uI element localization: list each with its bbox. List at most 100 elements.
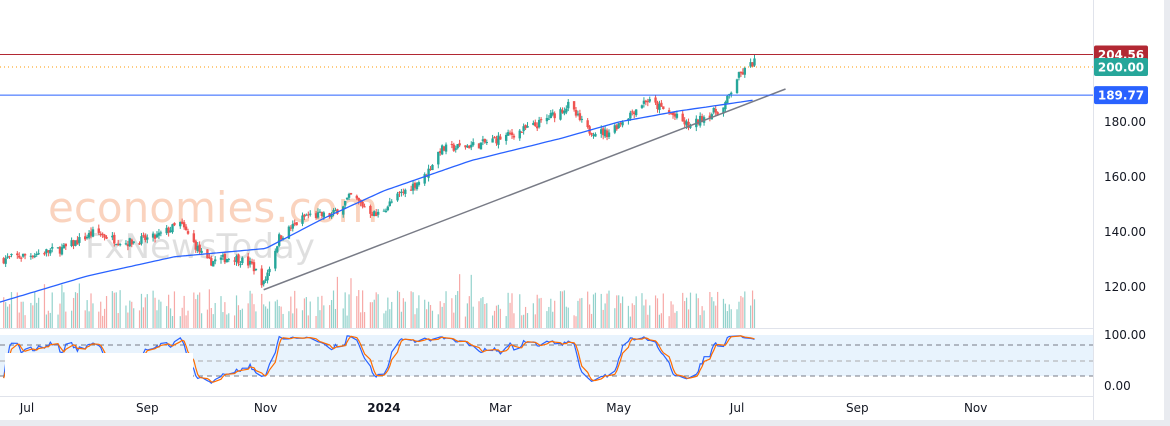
candle (208, 257, 211, 259)
time-axis[interactable]: Jul Sep Nov 2024 Mar May Jul Sep Nov (19, 401, 988, 415)
volume-bar (697, 298, 699, 328)
candle (485, 142, 488, 144)
volume-bar (554, 300, 556, 328)
volume-bar (305, 297, 307, 328)
volume-bar (507, 292, 509, 328)
candle (470, 144, 473, 148)
bottom-edge (0, 420, 1170, 426)
price-tag (1094, 58, 1148, 76)
volume-bar (133, 308, 135, 328)
volume-bar (72, 297, 75, 328)
candle (155, 234, 159, 238)
candle (751, 62, 754, 67)
volume-bar (201, 313, 203, 328)
volume-bar (701, 306, 703, 328)
horizontal-levels[interactable] (0, 53, 1093, 96)
volume-bar (385, 310, 387, 328)
candle (726, 95, 729, 104)
candle (330, 214, 333, 218)
candle (165, 227, 168, 234)
volume-bar (288, 311, 290, 328)
candle (305, 214, 308, 216)
candle (621, 121, 624, 126)
volume-bar (282, 313, 284, 328)
volume-bar (546, 311, 548, 328)
candle (293, 223, 296, 225)
candle (289, 227, 293, 229)
candle (605, 130, 609, 138)
candle (413, 182, 417, 188)
candle (506, 132, 510, 136)
volume-bar (263, 304, 265, 328)
volume-bar (76, 293, 79, 328)
volume-bar (670, 301, 672, 328)
candle (167, 227, 170, 233)
volume-bar (34, 292, 36, 328)
candle (274, 250, 277, 269)
volume-bar (294, 290, 296, 328)
volume-bar (654, 295, 657, 328)
candle (452, 144, 455, 151)
candle (233, 260, 236, 262)
volume-bar (125, 305, 127, 328)
volume-bar (575, 316, 577, 328)
candle (248, 260, 252, 265)
volume-bar (84, 310, 86, 328)
candle (373, 211, 376, 217)
volume-bar (550, 298, 552, 328)
candle (402, 191, 405, 193)
candle (468, 145, 471, 149)
candle (2, 258, 5, 264)
volume-bar (445, 291, 447, 328)
candle (6, 256, 9, 258)
volume-bar (330, 300, 333, 328)
scrollbar[interactable] (1164, 0, 1170, 426)
volume-bar (104, 308, 106, 328)
candle (658, 103, 661, 110)
volume-bar (199, 292, 201, 328)
candle (111, 235, 114, 238)
price-tick-label: 140.00 (1104, 225, 1146, 239)
volume-bar (400, 311, 403, 328)
candle (567, 101, 570, 109)
candle (634, 109, 638, 116)
candle (578, 113, 582, 121)
candle (586, 120, 589, 128)
candle (85, 236, 89, 239)
volume-bar (540, 297, 542, 328)
candle (291, 223, 294, 229)
volume-bar (402, 298, 404, 328)
price-tick-label: 120.00 (1104, 280, 1146, 294)
time-tick-label: May (606, 401, 631, 415)
candle (250, 261, 254, 264)
candle (477, 143, 481, 149)
candle (698, 115, 702, 126)
volume-bar (18, 312, 20, 328)
volume-bar (590, 313, 593, 328)
time-tick-label: Nov (964, 401, 987, 415)
volume-bar (187, 310, 189, 328)
candle (169, 230, 172, 233)
candle (683, 120, 686, 125)
candle (642, 100, 646, 104)
volume-bar (441, 306, 443, 328)
volume-bar (253, 304, 255, 328)
volume-bar (472, 306, 474, 328)
candle (276, 246, 279, 252)
volume-bar (478, 301, 480, 328)
volume-bar (427, 301, 430, 328)
volume-bar (183, 295, 185, 328)
candle (159, 232, 163, 234)
candle (572, 101, 576, 110)
candle (239, 264, 242, 266)
volume-bar (643, 305, 645, 328)
volume-bar (711, 297, 713, 328)
price-axis[interactable]: 180.00 160.00 140.00 120.00 100.00 0.00 (1104, 115, 1146, 393)
candle (687, 121, 690, 129)
volume-bar (168, 294, 170, 328)
trendline[interactable] (263, 88, 786, 291)
time-tick-label: Nov (254, 401, 277, 415)
candle (314, 213, 318, 218)
candle (45, 249, 48, 254)
